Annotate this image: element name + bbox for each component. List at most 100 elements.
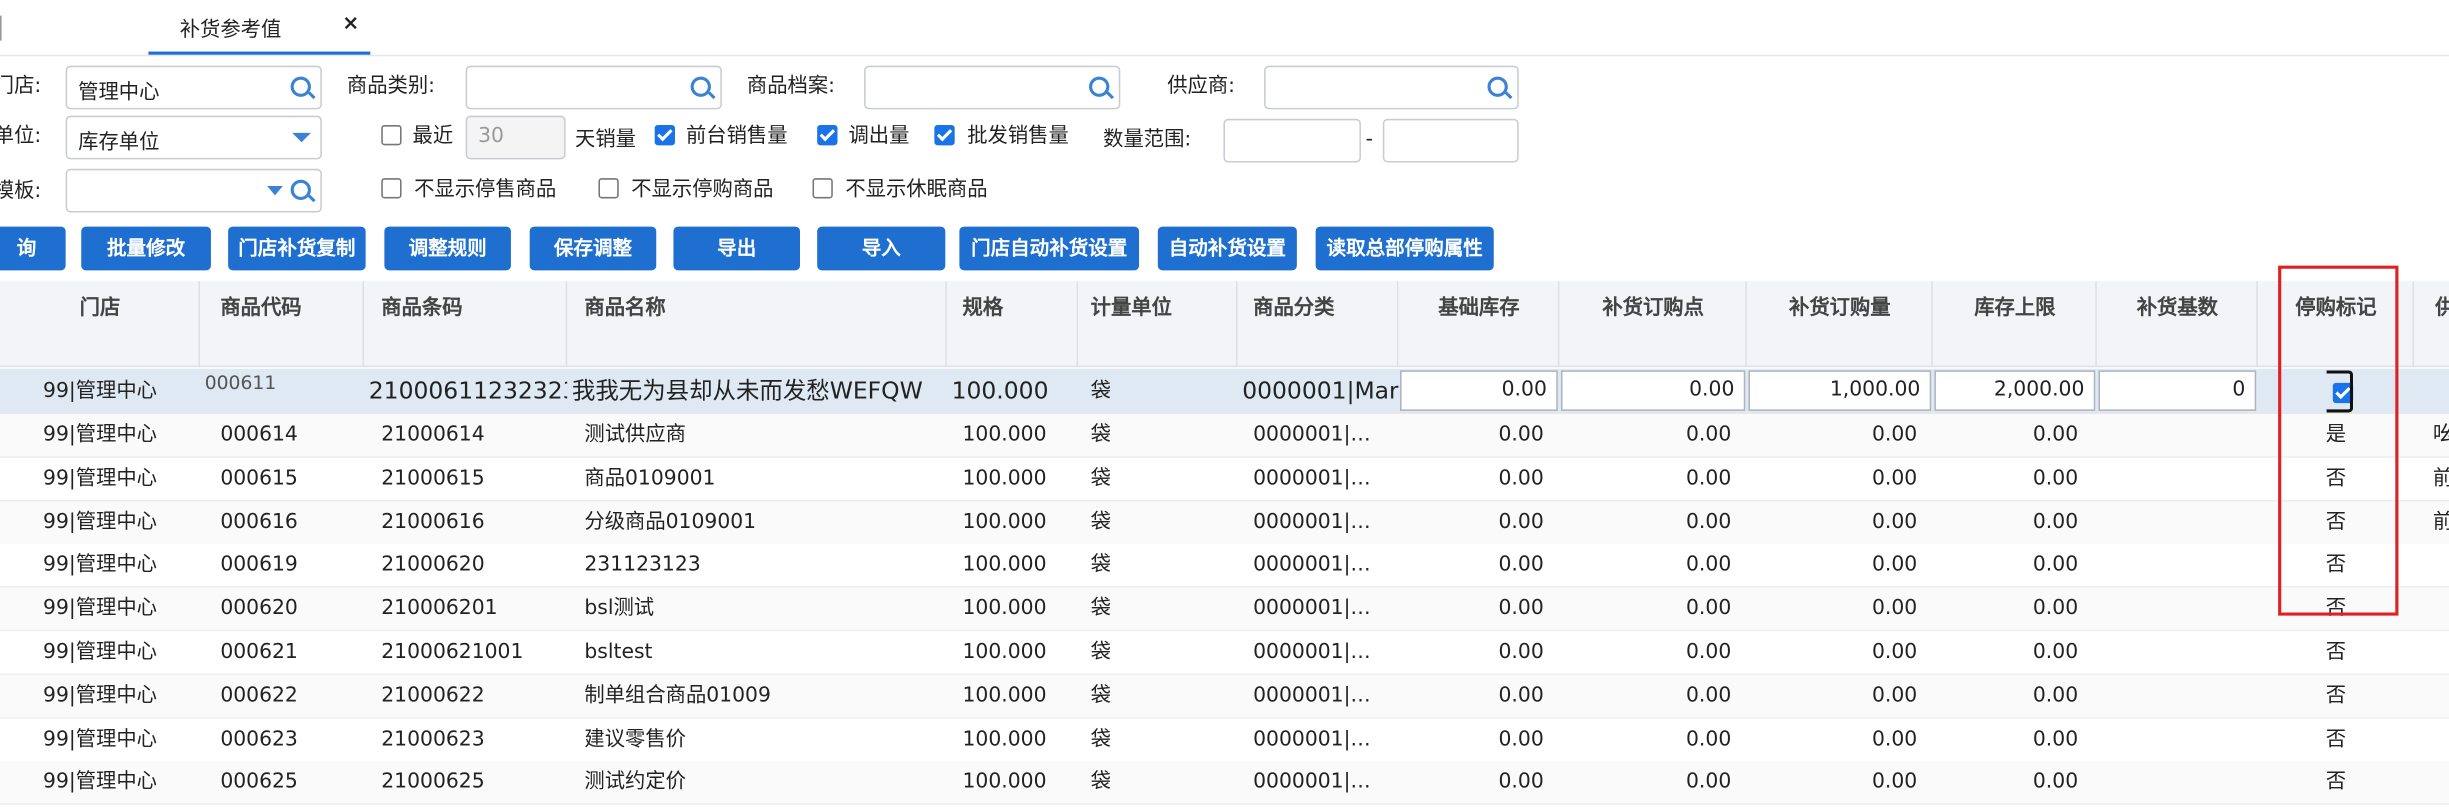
- row: [0, 674, 2449, 719]
- checkbox-label: 不显示休眠商品: [845, 178, 988, 202]
- cell: 21000615: [381, 466, 485, 491]
- search-icon[interactable]: [1487, 76, 1508, 97]
- range-max[interactable]: [1382, 118, 1519, 163]
- cell: 0.00: [1871, 466, 1918, 491]
- column-header[interactable]: 商品分类: [1253, 296, 1335, 321]
- stop-flag: 否: [2325, 640, 2347, 665]
- cell: 袋: [1090, 770, 1111, 795]
- column-header[interactable]: 补货订购量: [1789, 296, 1891, 321]
- cell: 0.00: [2032, 597, 2079, 621]
- cell: 0.00: [1498, 553, 1544, 578]
- button[interactable]: 保存调整: [529, 226, 657, 271]
- button[interactable]: 门店补货复制: [228, 226, 366, 271]
- filter-label: 商品类别:: [346, 75, 435, 99]
- cell: 0.00: [2032, 640, 2079, 665]
- cell: 袋: [1090, 684, 1111, 708]
- stop-flag: 否: [2325, 553, 2347, 578]
- checkbox[interactable]: [812, 178, 833, 199]
- button[interactable]: 询: [0, 226, 66, 271]
- column-divider: [362, 281, 365, 368]
- column-header[interactable]: 商品代码: [220, 296, 302, 321]
- cell: 99|管理中心: [43, 597, 157, 621]
- cell: 测试供应商: [584, 423, 686, 447]
- cell: 99|管理中心: [43, 423, 157, 447]
- cell: 99|管理中心: [43, 379, 157, 404]
- checkbox[interactable]: [817, 125, 838, 146]
- row: [0, 500, 2449, 545]
- row: [0, 761, 2449, 806]
- days-input[interactable]: 30: [465, 115, 566, 160]
- search-icon[interactable]: [290, 76, 311, 97]
- cell: 100.000: [962, 770, 1047, 795]
- checkbox[interactable]: [381, 125, 402, 146]
- input-value: 管理中心: [78, 81, 160, 105]
- column-header[interactable]: 补货基数: [2136, 296, 2218, 321]
- button[interactable]: 自动补货设置: [1157, 226, 1297, 271]
- column-divider: [1557, 281, 1560, 368]
- checkbox[interactable]: [381, 178, 402, 199]
- checkbox[interactable]: [654, 125, 675, 146]
- button[interactable]: 导出: [673, 226, 800, 271]
- checkbox-label: 天销量: [575, 128, 636, 152]
- column-header[interactable]: 商品名称: [584, 296, 666, 321]
- store-input[interactable]: 管理中心: [65, 65, 322, 110]
- cell: 000616: [220, 510, 298, 534]
- cell: 0.00: [1871, 597, 1918, 621]
- column-divider: [1745, 281, 1747, 368]
- range-min[interactable]: [1223, 118, 1361, 163]
- cell: 袋: [1090, 597, 1111, 621]
- column-header[interactable]: 门店: [79, 296, 121, 321]
- column-header[interactable]: 计量单位: [1090, 296, 1172, 321]
- quantity-input[interactable]: 0: [2098, 370, 2257, 411]
- unit-select[interactable]: 库存单位: [65, 115, 322, 160]
- column-header[interactable]: 规格: [962, 296, 1004, 321]
- search-icon[interactable]: [1089, 76, 1110, 97]
- checkbox[interactable]: [598, 178, 619, 199]
- cell: 100.000: [962, 466, 1047, 491]
- cell: 0.00: [1871, 423, 1918, 447]
- cell: 0.00: [1498, 466, 1544, 491]
- quantity-input[interactable]: 2,000.00: [1934, 370, 2096, 411]
- tab[interactable]: 补货参考值 ×: [148, 0, 371, 55]
- stop-flag: 否: [2325, 770, 2347, 795]
- tab-close[interactable]: ×: [342, 12, 360, 36]
- search-icon[interactable]: [690, 76, 711, 97]
- quantity-input[interactable]: 0.00: [1400, 370, 1558, 411]
- cell: 100.000: [962, 553, 1047, 578]
- column-header[interactable]: 商品条码: [381, 296, 463, 321]
- checkbox-label: 最近: [412, 125, 454, 149]
- button[interactable]: 导入: [817, 226, 946, 271]
- cell: 21000614: [381, 423, 485, 447]
- button[interactable]: 读取总部停购属性: [1315, 226, 1494, 271]
- quantity-input[interactable]: 1,000.00: [1748, 370, 1932, 411]
- cell: 231123123: [584, 553, 701, 578]
- cell: 000623: [220, 727, 298, 751]
- checkbox-label: 批发销售量: [967, 125, 1069, 149]
- column-header[interactable]: 供: [2414, 283, 2449, 336]
- button[interactable]: 调整规则: [384, 226, 511, 271]
- column-header[interactable]: 补货订购点: [1602, 296, 1704, 321]
- column-header[interactable]: 基础库存: [1438, 296, 1520, 321]
- checkbox[interactable]: [934, 125, 955, 146]
- button[interactable]: 门店自动补货设置: [959, 226, 1140, 271]
- supplier-input[interactable]: [1264, 65, 1519, 110]
- column-header[interactable]: 库存上限: [1974, 296, 2056, 321]
- tab-label: 补货参考值: [179, 18, 282, 43]
- template-select[interactable]: [65, 168, 322, 213]
- archive-input[interactable]: [864, 65, 1121, 110]
- cell: 0.00: [2032, 466, 2079, 491]
- dropdown-arrow: [292, 132, 311, 152]
- button[interactable]: 批量修改: [81, 226, 211, 271]
- cell: 100.000: [962, 423, 1047, 447]
- cell: 21000625: [381, 770, 485, 795]
- search-icon[interactable]: [290, 179, 311, 200]
- filter-label: 门店:: [0, 75, 42, 99]
- quantity-input[interactable]: 0.00: [1560, 370, 1746, 411]
- category-input[interactable]: [465, 65, 722, 110]
- cell: 0000001|Mars: [1242, 376, 1399, 405]
- tab-bar: [0, 0, 2449, 57]
- column-header[interactable]: 停购标记: [2295, 296, 2377, 321]
- cell: 0.00: [1871, 684, 1918, 708]
- cell: 0000001|…: [1253, 553, 1371, 578]
